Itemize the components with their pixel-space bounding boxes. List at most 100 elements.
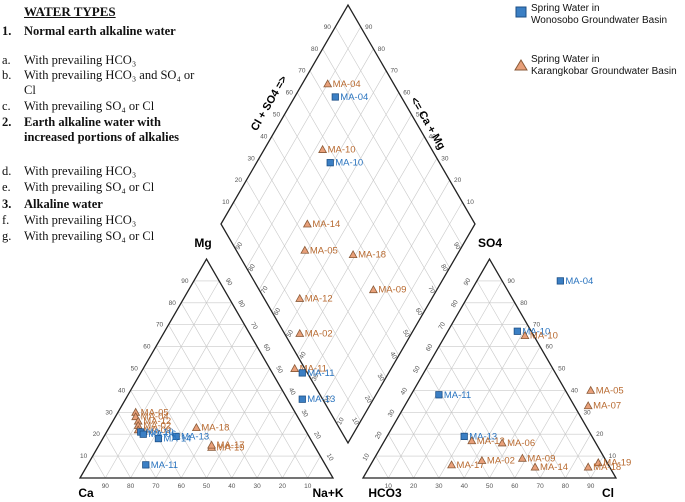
tick-label: 70 — [390, 68, 398, 75]
tick-label: 60 — [262, 343, 272, 353]
tick-label: 10 — [385, 483, 393, 490]
point-label: MA-10 — [146, 427, 174, 438]
point-label: MA-04 — [333, 79, 361, 90]
tick-label: 20 — [454, 177, 462, 184]
tick-label: 40 — [298, 350, 308, 360]
point-label: MA-07 — [593, 401, 621, 412]
karangkobar-point — [191, 423, 201, 432]
grid-line — [322, 48, 450, 268]
tick-label: 10 — [325, 452, 335, 462]
point-label: MA-12 — [143, 416, 171, 427]
tick-label: 30 — [583, 409, 591, 416]
grid-line — [130, 390, 182, 479]
item-b-key: b. — [2, 68, 12, 82]
tick-label: 30 — [376, 373, 386, 383]
grid-line — [296, 92, 425, 312]
grid-line — [284, 114, 412, 334]
tick-label: 30 — [105, 409, 113, 416]
tick-label: 70 — [533, 322, 541, 329]
point-label: MA-02 — [305, 329, 333, 340]
karangkobar-point — [583, 401, 593, 410]
tick-label: 30 — [311, 372, 321, 382]
tick-label: 90 — [235, 241, 245, 251]
grid-line — [514, 390, 566, 479]
tick-label: 70 — [249, 321, 259, 331]
karangkobar-point — [530, 462, 540, 471]
grid-line — [233, 26, 361, 247]
karangkobar-key-line1: Spring Water in — [531, 54, 600, 65]
tick-label: 60 — [425, 343, 435, 353]
karangkobar-point — [368, 285, 378, 294]
grid-line — [400, 412, 440, 479]
tick-label: 90 — [365, 24, 373, 31]
point-label: MA-06 — [507, 438, 535, 449]
tick-label: 90 — [181, 278, 189, 285]
point-label: MA-05 — [310, 245, 338, 256]
wonosobo-key-label: Spring Water in Wonosobo Groundwater Bas… — [531, 3, 667, 27]
tick-label: 40 — [461, 483, 469, 490]
point-label: MA-13 — [181, 431, 209, 442]
wonosobo-point — [142, 461, 150, 469]
grid-line — [489, 368, 554, 479]
item-a-key: a. — [2, 53, 11, 67]
wonosobo-point — [556, 277, 564, 285]
wonosobo-point — [331, 93, 339, 101]
tick-label: 90 — [587, 483, 595, 490]
point-label: MA-12 — [305, 293, 333, 304]
tick-label: 20 — [323, 394, 333, 404]
point-label: MA-06 — [148, 429, 176, 440]
grid-line — [565, 434, 591, 479]
tick-label: 60 — [414, 307, 424, 317]
karangkobar-point — [207, 440, 217, 449]
grid-line — [375, 455, 389, 479]
point-label: MA-18 — [201, 423, 229, 434]
tick-label: 70 — [437, 321, 447, 331]
tick-label: 50 — [416, 112, 424, 119]
karangkobar-point — [290, 363, 300, 372]
grid-line — [258, 70, 387, 290]
tick-label: 80 — [450, 299, 460, 309]
point-label: MA-14 — [540, 462, 568, 473]
tick-label: 90 — [102, 483, 110, 490]
tick-label: 60 — [403, 90, 411, 97]
karangkobar-point — [302, 219, 312, 228]
tick-label: 50 — [203, 483, 211, 490]
wonosobo-point — [460, 432, 468, 440]
tick-label: 80 — [520, 300, 528, 307]
grid-line — [307, 455, 321, 479]
point-label: MA-17 — [217, 440, 245, 451]
tick-label: 10 — [362, 452, 372, 462]
tick-label: 70 — [298, 68, 306, 75]
point-label: MA-04 — [141, 412, 169, 423]
tick-label: 40 — [571, 387, 579, 394]
tick-label: 30 — [300, 409, 310, 419]
tick-label: 20 — [596, 431, 604, 438]
tick-label: 40 — [388, 351, 398, 361]
item-f-text: With prevailing HCO₃ — [24, 213, 137, 227]
wonosobo-point — [326, 159, 334, 167]
tick-label: 20 — [374, 430, 384, 440]
grid-line — [105, 280, 220, 479]
item-d-key: d. — [2, 164, 12, 178]
tick-label: 40 — [287, 387, 297, 397]
wonosobo-point — [139, 430, 147, 438]
point-label: MA-14 — [163, 434, 191, 445]
karangkobar-point — [300, 245, 310, 254]
tick-labels: 10 90 10 10 10 10 10 10 10 10 20 80 20 20 20 20 20 20 20 20… — [80, 24, 616, 490]
tick-label: 20 — [410, 483, 418, 490]
grid-line — [282, 434, 308, 479]
point-label: MA-13 — [307, 394, 335, 405]
tick-label: 40 — [429, 133, 437, 140]
tick-label: 60 — [178, 483, 186, 490]
grid-line — [206, 368, 271, 479]
tick-label: 10 — [467, 199, 475, 206]
karangkobar-point — [295, 328, 305, 337]
tick-label: 70 — [536, 483, 544, 490]
tick-label: 60 — [545, 344, 553, 351]
tick-label: 10 — [336, 416, 346, 426]
tick-label: 30 — [247, 155, 255, 162]
karangkobar-key-line2: Karangkobar Groundwater Basin — [531, 66, 677, 77]
tick-label: 40 — [399, 386, 409, 396]
tick-label: 20 — [279, 483, 287, 490]
point-label: MA-11 — [151, 460, 178, 471]
